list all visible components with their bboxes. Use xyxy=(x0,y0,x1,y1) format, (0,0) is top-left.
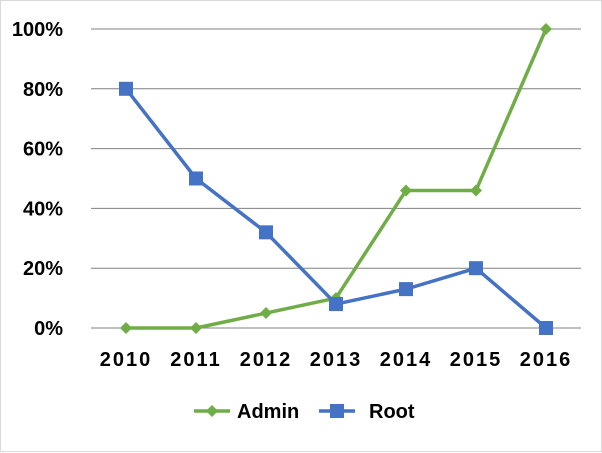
data-point-root xyxy=(399,282,413,297)
y-tick-label: 100% xyxy=(12,19,63,41)
data-point-root xyxy=(259,225,273,240)
data-point-admin xyxy=(260,307,272,320)
data-point-admin xyxy=(190,322,202,334)
data-point-root xyxy=(469,261,483,276)
x-tick-label: 2012 xyxy=(240,349,293,371)
data-point-admin xyxy=(400,184,412,197)
x-tick-label: 2010 xyxy=(100,349,153,371)
legend-label: Admin xyxy=(237,401,299,423)
legend-entry-root: Root xyxy=(319,401,415,423)
x-tick-label: 2011 xyxy=(170,349,221,371)
data-point-root xyxy=(189,171,203,186)
legend-label: Root xyxy=(369,401,415,423)
legend: Admin Root xyxy=(194,401,415,423)
y-axis-ticks: 0% 20% 40% 60% 80% 100% xyxy=(12,19,63,340)
series-root xyxy=(119,81,553,335)
x-tick-label: 2016 xyxy=(520,349,573,371)
y-tick-label: 60% xyxy=(23,139,63,161)
x-axis-ticks: 2010 2011 2012 2013 2014 2015 2016 xyxy=(100,349,573,371)
legend-entry-admin: Admin xyxy=(194,401,299,423)
y-tick-label: 40% xyxy=(23,198,63,220)
legend-marker-square-icon xyxy=(330,404,344,418)
data-point-admin xyxy=(540,23,552,35)
data-point-admin xyxy=(470,184,482,197)
x-tick-label: 2014 xyxy=(380,349,433,371)
series-lines xyxy=(119,23,553,335)
x-tick-label: 2015 xyxy=(450,349,503,371)
gridlines xyxy=(91,28,581,329)
data-point-root xyxy=(119,81,133,96)
data-point-root xyxy=(539,321,553,335)
y-tick-label: 20% xyxy=(23,258,63,280)
y-tick-label: 0% xyxy=(34,318,63,340)
series-admin xyxy=(120,23,552,334)
data-point-admin xyxy=(120,322,132,334)
x-tick-label: 2013 xyxy=(310,349,363,371)
data-point-root xyxy=(329,297,343,312)
y-tick-label: 80% xyxy=(23,79,63,101)
legend-marker-diamond-icon xyxy=(206,405,218,417)
